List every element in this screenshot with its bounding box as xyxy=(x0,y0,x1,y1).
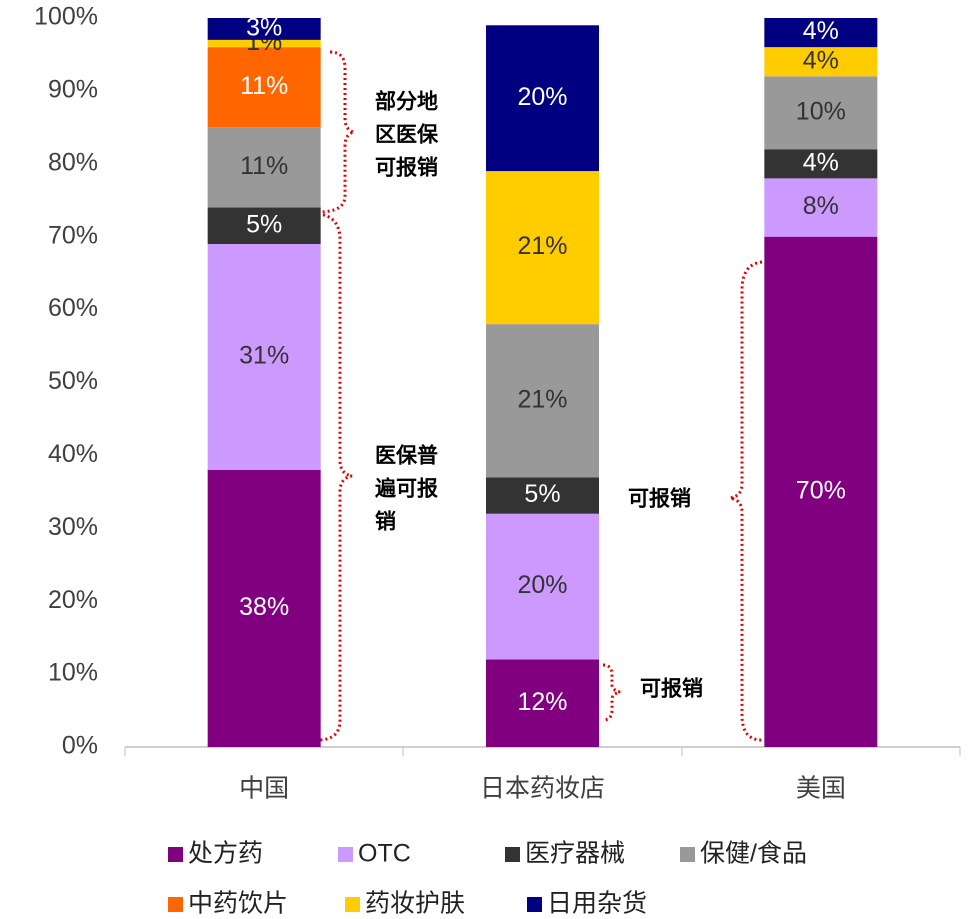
legend-label: 保健/食品 xyxy=(700,840,807,868)
bar-segment xyxy=(486,25,599,172)
data-label: 4% xyxy=(803,46,839,74)
brace xyxy=(317,50,355,214)
y-tick-label: 40% xyxy=(48,440,98,468)
legend-label: 医疗器械 xyxy=(525,840,625,868)
data-label: 5% xyxy=(246,210,282,238)
y-tick-label: 30% xyxy=(48,513,98,541)
y-tick-label: 100% xyxy=(34,3,98,31)
data-label: 31% xyxy=(239,342,289,370)
legend-swatch xyxy=(168,897,183,912)
bar-segment xyxy=(764,76,878,150)
annotation: 可报销 xyxy=(375,156,438,180)
x-tick-label: 日本药妆店 xyxy=(480,775,605,803)
annotation: 遍可报 xyxy=(375,477,438,501)
legend-label: 中药饮片 xyxy=(188,890,288,918)
brace xyxy=(729,260,763,742)
x-tick-label: 美国 xyxy=(796,775,846,803)
bar-segment xyxy=(764,18,878,48)
data-label: 11% xyxy=(240,152,288,180)
legend-label: 药妆护肤 xyxy=(365,890,465,918)
legend-label: 日用杂货 xyxy=(547,890,647,918)
data-label: 4% xyxy=(803,17,839,45)
y-tick-label: 20% xyxy=(48,586,98,614)
x-tick-label: 中国 xyxy=(239,775,289,803)
bar-segment xyxy=(764,47,878,77)
bar-segment xyxy=(486,513,599,660)
data-label: 4% xyxy=(803,148,839,176)
annotation: 可报销 xyxy=(628,487,691,511)
bar-segment xyxy=(207,207,321,244)
bar-segment xyxy=(207,39,321,48)
y-tick-label: 90% xyxy=(48,76,98,104)
legend-swatch xyxy=(527,897,542,912)
legend-label: OTC xyxy=(358,840,411,868)
bar-segment xyxy=(764,178,878,237)
y-tick-label: 70% xyxy=(48,221,98,249)
data-label: 21% xyxy=(517,385,567,413)
data-label: 8% xyxy=(803,192,839,220)
data-label: 70% xyxy=(796,476,846,504)
legend-swatch xyxy=(338,847,353,862)
legend-swatch xyxy=(505,847,520,862)
annotation: 部分地 xyxy=(375,90,438,114)
bar-segment xyxy=(207,243,321,470)
data-label: 3% xyxy=(246,14,282,42)
bar-segment xyxy=(764,149,878,179)
data-label: 21% xyxy=(517,232,567,260)
y-tick-label: 10% xyxy=(48,659,98,687)
legend-swatch xyxy=(168,847,183,862)
brace xyxy=(317,212,353,742)
legend-label: 处方药 xyxy=(188,840,263,868)
y-tick-label: 60% xyxy=(48,294,98,322)
annotation: 可报销 xyxy=(640,677,703,701)
y-tick-label: 50% xyxy=(48,367,98,395)
bar-segment xyxy=(486,659,599,747)
data-label: 20% xyxy=(517,83,567,111)
data-label: 10% xyxy=(796,97,846,125)
y-tick-label: 0% xyxy=(62,732,98,760)
data-label: 11% xyxy=(240,72,288,100)
bar-segment xyxy=(207,47,321,128)
bar-segment xyxy=(207,127,321,208)
bar-segment xyxy=(486,477,599,514)
bar-segment xyxy=(207,469,321,747)
annotation: 区医保 xyxy=(375,124,439,147)
bar-segment xyxy=(764,236,878,747)
legend-swatch xyxy=(680,847,695,862)
bar-segment xyxy=(486,324,599,478)
annotation: 医保普 xyxy=(375,444,438,468)
legend-swatch xyxy=(345,897,360,912)
data-label: 20% xyxy=(517,571,567,599)
annotation: 销 xyxy=(375,510,396,534)
brace xyxy=(602,663,621,722)
data-label: 38% xyxy=(239,593,289,621)
data-label: 5% xyxy=(524,480,560,508)
y-tick-label: 80% xyxy=(48,148,98,176)
data-label: 12% xyxy=(517,688,567,716)
bar-segment xyxy=(486,171,599,325)
bar-segment xyxy=(207,18,321,40)
